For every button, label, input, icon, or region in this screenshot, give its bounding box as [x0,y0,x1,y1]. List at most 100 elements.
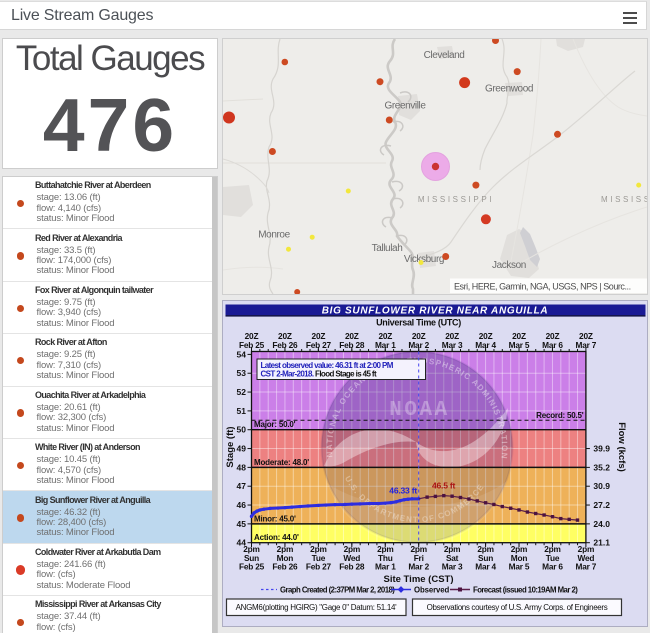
svg-text:20Z: 20Z [378,331,392,341]
svg-text:2pm: 2pm [410,544,426,554]
svg-text:Feb 27: Feb 27 [306,340,332,350]
svg-text:Fri: Fri [414,553,424,563]
svg-text:Esri, HERE, Garmin, NGA, USGS,: Esri, HERE, Garmin, NGA, USGS, NPS | Sou… [454,282,631,292]
svg-text:39.9: 39.9 [593,444,610,454]
svg-text:20Z: 20Z [546,331,560,341]
svg-text:48: 48 [237,462,247,472]
svg-text:Feb 28: Feb 28 [339,562,365,572]
svg-text:2pm: 2pm [277,544,293,554]
svg-text:ANGM6(plotting HGIRG) "Gage 0": ANGM6(plotting HGIRG) "Gage 0" Datum: 51… [236,603,398,612]
svg-text:51: 51 [237,406,247,416]
svg-text:Thu: Thu [378,553,393,563]
svg-text:2pm: 2pm [310,544,326,554]
svg-text:Mar 2: Mar 2 [408,562,429,572]
svg-text:Latest observed value: 46.31: Latest observed value: 46.31 ft at 2:00 … [261,361,394,370]
svg-text:NOAA: NOAA [389,399,449,422]
svg-text:2pm: 2pm [477,544,493,554]
svg-text:2pm: 2pm [578,544,594,554]
svg-text:2pm: 2pm [444,544,460,554]
svg-text:Vicksburg: Vicksburg [404,254,444,265]
svg-text:50: 50 [237,425,247,435]
svg-text:52: 52 [237,387,247,397]
svg-text:Graph Created (2:37PM Mar 2, 2: Graph Created (2:37PM Mar 2, 2018) [280,586,395,595]
svg-text:46.33 ft: 46.33 ft [389,486,417,496]
svg-text:47: 47 [237,481,247,491]
svg-text:Feb 26: Feb 26 [272,562,298,572]
svg-text:Sun: Sun [244,553,259,563]
svg-text:Cleveland: Cleveland [424,50,465,61]
svg-text:Minor: 45.0': Minor: 45.0' [254,514,296,523]
svg-text:Feb 25: Feb 25 [239,562,265,572]
svg-text:Tue: Tue [312,553,326,563]
svg-text:Greenville: Greenville [384,101,426,112]
svg-text:Major: 50.0': Major: 50.0' [254,420,296,429]
svg-text:Wed: Wed [578,553,595,563]
svg-text:Mar 1: Mar 1 [375,562,396,572]
svg-text:Feb 28: Feb 28 [339,340,365,350]
svg-text:Mar 3: Mar 3 [442,340,463,350]
svg-text:Mar 3: Mar 3 [442,562,463,572]
svg-text:Flow (kcfs): Flow (kcfs) [616,422,627,472]
svg-text:24.0: 24.0 [593,519,610,529]
svg-text:Mon: Mon [511,553,528,563]
svg-text:Greenwood: Greenwood [485,84,533,95]
svg-text:27.2: 27.2 [593,500,610,510]
svg-text:46.5 ft: 46.5 ft [432,481,456,491]
svg-text:35.2: 35.2 [593,462,610,472]
svg-text:Mar 4: Mar 4 [475,340,496,350]
svg-text:20Z: 20Z [479,331,493,341]
svg-text:Stage (ft): Stage (ft) [225,426,236,467]
svg-text:Monroe: Monroe [258,230,290,241]
svg-text:Observed: Observed [414,586,450,595]
svg-text:44: 44 [237,538,247,548]
svg-text:Moderate: 48.0': Moderate: 48.0' [254,458,309,467]
svg-text:20Z: 20Z [278,331,292,341]
svg-text:53: 53 [237,368,247,378]
svg-text:BIG SUNFLOWER RIVER NEAR ANGUI: BIG SUNFLOWER RIVER NEAR ANGUILLA [322,305,549,316]
svg-text:30.9: 30.9 [593,481,610,491]
svg-text:54: 54 [237,349,247,359]
svg-text:2pm: 2pm [544,544,560,554]
svg-text:20Z: 20Z [445,331,459,341]
svg-text:2pm: 2pm [377,544,393,554]
svg-text:Observations courtesy of U.S.: Observations courtesy of U.S. Army Corps… [427,603,608,612]
svg-text:Record: 50.5': Record: 50.5' [536,411,584,420]
svg-text:20Z: 20Z [312,331,326,341]
svg-text:20Z: 20Z [512,331,526,341]
svg-text:Mar 5: Mar 5 [509,562,530,572]
svg-text:49: 49 [237,444,247,454]
svg-text:2pm: 2pm [344,544,360,554]
svg-text:Mon: Mon [277,553,294,563]
svg-text:20Z: 20Z [345,331,359,341]
svg-text:Mar 6: Mar 6 [542,340,563,350]
svg-text:Mar 5: Mar 5 [509,340,530,350]
svg-text:Wed: Wed [343,553,360,563]
svg-text:MISSISSIPPI: MISSISSIPPI [418,195,494,204]
svg-text:Mar 4: Mar 4 [475,562,496,572]
svg-text:20Z: 20Z [412,331,426,341]
svg-text:Tallulah: Tallulah [372,243,403,254]
svg-text:Mar 6: Mar 6 [542,562,563,572]
svg-text:20Z: 20Z [579,331,593,341]
svg-text:Mar 7: Mar 7 [576,562,597,572]
svg-text:CST 2-Mar-2018. Flood Stage is: CST 2-Mar-2018. Flood Stage is 45 ft [261,370,377,379]
svg-text:Feb 27: Feb 27 [306,562,332,572]
svg-text:Forecast (issued 10:19AM Mar 2: Forecast (issued 10:19AM Mar 2) [473,586,578,595]
svg-text:Action: 44.0': Action: 44.0' [254,533,299,542]
svg-text:Feb 26: Feb 26 [272,340,298,350]
svg-text:Feb 25: Feb 25 [239,340,265,350]
svg-text:45: 45 [237,519,247,529]
svg-text:Sun: Sun [478,553,493,563]
svg-text:MISSISSIPPI: MISSISSIPPI [601,195,647,204]
svg-text:Tue: Tue [546,553,560,563]
svg-text:Mar 1: Mar 1 [375,340,396,350]
svg-text:46: 46 [237,500,247,510]
svg-text:Mar 2: Mar 2 [408,340,429,350]
svg-text:Site Time (CST): Site Time (CST) [383,574,453,585]
svg-text:Jackson: Jackson [492,260,526,271]
svg-text:2pm: 2pm [511,544,527,554]
svg-text:21.1: 21.1 [593,538,610,548]
svg-text:Mar 7: Mar 7 [576,340,597,350]
svg-text:2pm: 2pm [243,544,259,554]
svg-text:20Z: 20Z [245,331,259,341]
